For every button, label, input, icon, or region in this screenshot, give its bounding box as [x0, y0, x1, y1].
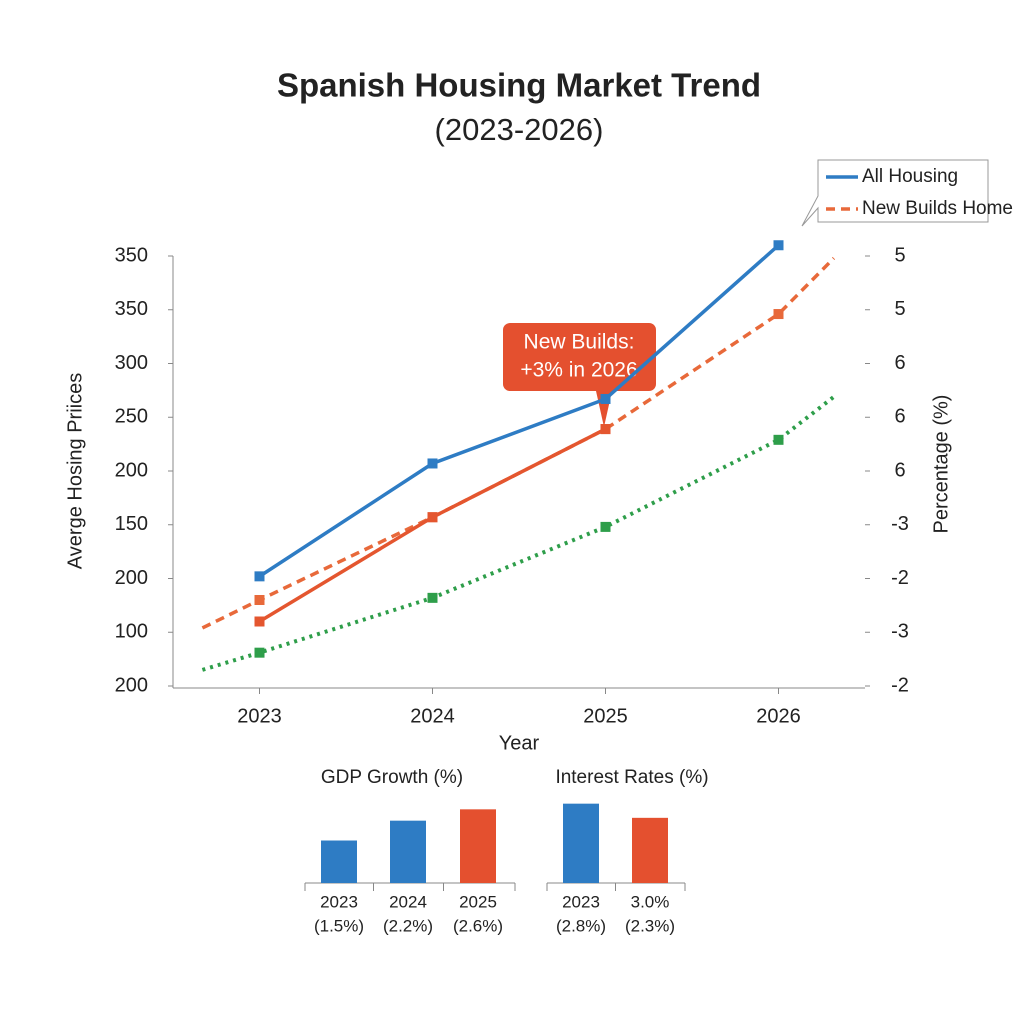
point-marker — [254, 571, 265, 582]
y2-tick-label: -3 — [891, 513, 909, 535]
y-tick-label: 200 — [115, 459, 148, 481]
x-tick-label: 2023 — [320, 892, 358, 911]
point-marker — [773, 240, 784, 251]
y-tick-label: 350 — [115, 298, 148, 320]
x-tick-label: 2025 — [583, 705, 628, 727]
x-tick-label: 2024 — [410, 705, 455, 727]
value-label: (2.8%) — [556, 916, 606, 935]
series-line — [201, 256, 836, 630]
bar-chart-title: GDP Growth (%) — [321, 767, 463, 788]
value-label: (2.2%) — [383, 916, 433, 935]
point-marker — [773, 309, 784, 320]
bar — [390, 820, 426, 883]
y2-tick-label: 6 — [894, 352, 905, 374]
y2-tick-label: 5 — [894, 298, 905, 320]
x-tick-label: 2023 — [562, 892, 600, 911]
point-marker — [600, 424, 611, 435]
x-axis-label: Year — [499, 732, 540, 754]
y-tick-label: 100 — [115, 621, 148, 643]
bar — [460, 809, 496, 883]
point-marker — [427, 512, 438, 523]
y2-tick-label: -2 — [891, 674, 909, 696]
y2-axis-label: Percentage (%) — [930, 395, 952, 534]
callout-box — [503, 323, 656, 391]
legend-label: New Builds Home — [862, 198, 1013, 219]
point-marker — [773, 434, 784, 445]
y2-tick-label: 6 — [894, 459, 905, 481]
point-marker — [254, 647, 265, 658]
point-marker — [600, 393, 611, 404]
y-tick-label: 200 — [115, 674, 148, 696]
y-tick-label: 250 — [115, 406, 148, 428]
point-marker — [254, 616, 265, 627]
x-tick-label: 2024 — [389, 892, 427, 911]
series-line — [258, 243, 780, 578]
bar-chart-title: Interest Rates (%) — [555, 767, 708, 788]
point-marker — [427, 592, 438, 603]
bar — [563, 803, 599, 883]
y-axis-label: Averge Hosing Priices — [64, 373, 86, 569]
point-marker — [600, 521, 611, 532]
chart-title: Spanish Housing Market Trend — [277, 67, 761, 104]
y-tick-label: 200 — [115, 567, 148, 589]
value-label: (1.5%) — [314, 916, 364, 935]
y-tick-label: 150 — [115, 513, 148, 535]
point-marker — [254, 595, 265, 605]
y2-tick-label: 5 — [894, 244, 905, 266]
point-marker — [427, 458, 438, 469]
series-line — [258, 427, 607, 623]
y2-tick-label: -2 — [891, 567, 909, 589]
legend-label: All Housing — [862, 166, 958, 187]
y2-tick-label: -3 — [891, 621, 909, 643]
y2-tick-label: 6 — [894, 406, 905, 428]
callout-text: +3% in 2026 — [520, 359, 637, 382]
y-tick-label: 350 — [115, 244, 148, 266]
value-label: (2.6%) — [453, 916, 503, 935]
y-tick-label: 300 — [115, 352, 148, 374]
series-line — [201, 395, 836, 672]
x-tick-label: 3.0% — [631, 892, 670, 911]
value-label: (2.3%) — [625, 916, 675, 935]
chart-subtitle: (2023-2026) — [435, 112, 604, 147]
x-tick-label: 2025 — [459, 892, 497, 911]
callout-text: New Builds: — [524, 331, 635, 354]
x-tick-label: 2026 — [756, 705, 801, 727]
x-tick-label: 2023 — [237, 705, 282, 727]
bar — [632, 817, 668, 883]
bar — [321, 840, 357, 883]
